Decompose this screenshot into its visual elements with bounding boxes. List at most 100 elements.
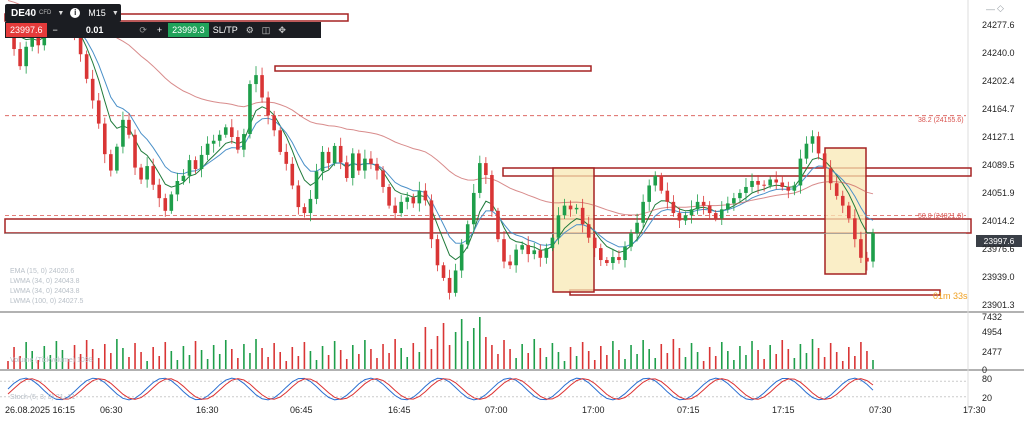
candle-body <box>284 151 289 164</box>
volume-bar <box>430 349 433 369</box>
price-axis-label: 24127.1 <box>982 131 1015 142</box>
candle-body <box>90 78 95 101</box>
move-icon[interactable]: ✥ <box>278 24 286 35</box>
volume-bar <box>400 348 402 369</box>
price-axis-label: 24014.2 <box>982 216 1015 227</box>
candle-body <box>653 175 658 186</box>
volume-bar <box>158 356 161 369</box>
volume-bar <box>152 347 154 369</box>
volume-bar <box>841 361 844 369</box>
candle-body <box>744 186 748 193</box>
candle-body <box>84 54 89 79</box>
volume-bar <box>364 340 366 369</box>
volume-bar <box>835 352 838 369</box>
candle-body <box>181 175 186 181</box>
volume-bar <box>466 341 469 369</box>
candle-body <box>544 248 549 258</box>
legend-ema: EMA (15, 0) 24020.6 <box>10 268 75 275</box>
candle-body <box>689 209 694 216</box>
volume-bar <box>660 344 663 369</box>
stoch-axis-label: 20 <box>982 393 993 403</box>
candle-body <box>574 207 579 210</box>
candle-body <box>865 257 869 262</box>
timeframe-select[interactable]: M15 <box>88 8 106 18</box>
volume-bar <box>188 355 191 369</box>
candle-body <box>677 213 682 221</box>
orders-icon[interactable]: ◫ <box>261 24 271 35</box>
candle-body <box>532 250 537 255</box>
candle-body <box>459 244 464 271</box>
volume-bar <box>563 361 566 369</box>
volume-bar <box>218 354 221 369</box>
symbol-toolbar[interactable]: DE40 CFD ▼ i M15 ▼ <box>5 4 121 22</box>
volume-bar <box>122 348 124 369</box>
candle-body <box>834 183 839 196</box>
volume-axis-label: 4954 <box>982 327 1003 337</box>
candle-body <box>187 160 192 176</box>
timeframe-dropdown-icon[interactable]: ▼ <box>111 9 119 17</box>
volume-bar <box>418 352 421 369</box>
candle-body <box>441 265 446 278</box>
candle-body <box>768 179 772 186</box>
volume-bar <box>345 359 348 369</box>
volume-bar <box>412 343 415 369</box>
chart-grid <box>0 0 1024 410</box>
volume-bar <box>690 343 693 369</box>
candle-body <box>121 119 125 147</box>
reset-icon[interactable]: ⟳ <box>139 24 147 35</box>
candle-body <box>780 182 785 187</box>
volume-bar <box>593 360 596 369</box>
candle-body <box>151 166 155 185</box>
sell-button[interactable]: 23997.6 <box>6 23 47 37</box>
volume-bar <box>79 354 82 369</box>
legend-stochastic: Stoch (5, 3, 3) 21, 21 <box>10 394 76 401</box>
quantity-increase-button[interactable]: + <box>156 25 163 35</box>
volume-bar <box>860 342 862 369</box>
volume-bar <box>672 339 675 369</box>
stoch-axis-label: 80 <box>982 374 993 384</box>
quantity-input[interactable]: 0.01 <box>85 25 104 35</box>
info-icon[interactable]: i <box>70 8 81 18</box>
candle-body <box>786 186 791 191</box>
price-axis-label: 23901.3 <box>982 300 1015 311</box>
volume-bar <box>714 356 717 369</box>
candle-body <box>236 137 240 150</box>
volume-bar <box>757 350 759 369</box>
buy-button[interactable]: 23999.3 <box>168 23 209 37</box>
current-price-tag: 23997.6 <box>976 235 1022 247</box>
candle-body <box>556 215 561 238</box>
quantity-decrease-button[interactable]: − <box>52 25 58 35</box>
volume-bar <box>866 351 868 369</box>
candle-body <box>278 130 283 152</box>
settings-icon[interactable]: ⚙ <box>245 24 254 35</box>
volume-bar <box>297 356 300 369</box>
volume-bar <box>817 348 820 369</box>
maximize-icon[interactable]: ◇ <box>997 3 1004 13</box>
volume-bar <box>545 357 548 369</box>
candle-body <box>726 203 730 210</box>
symbol-name[interactable]: DE40 <box>11 7 37 19</box>
time-axis-label: 16:45 <box>388 405 411 415</box>
time-axis-label: 16:30 <box>196 405 219 415</box>
candle-body <box>580 207 585 225</box>
price-axis-label: 24277.6 <box>982 19 1015 30</box>
time-axis-label: 26.08.2025 16:15 <box>5 405 76 415</box>
minimize-icon[interactable]: — <box>986 4 995 14</box>
volume-bar <box>769 345 771 369</box>
candle-body <box>453 270 458 293</box>
candle-body <box>520 245 524 250</box>
volume-bar <box>67 359 70 369</box>
candle-body <box>357 153 361 171</box>
candle-body <box>338 145 343 163</box>
volume-bar <box>273 343 275 369</box>
volume-bar <box>116 339 118 369</box>
time-axis-label: 17:00 <box>582 405 605 415</box>
legend-lwma-1: LWMA (34, 0) 24043.8 <box>10 278 80 285</box>
volume-bar <box>811 339 814 369</box>
sltp-button[interactable]: SL/TP <box>212 25 238 35</box>
candle-body <box>217 134 222 141</box>
volume-bar <box>648 349 650 369</box>
symbol-dropdown-icon[interactable]: ▼ <box>57 9 65 17</box>
volume-bar <box>823 357 826 369</box>
